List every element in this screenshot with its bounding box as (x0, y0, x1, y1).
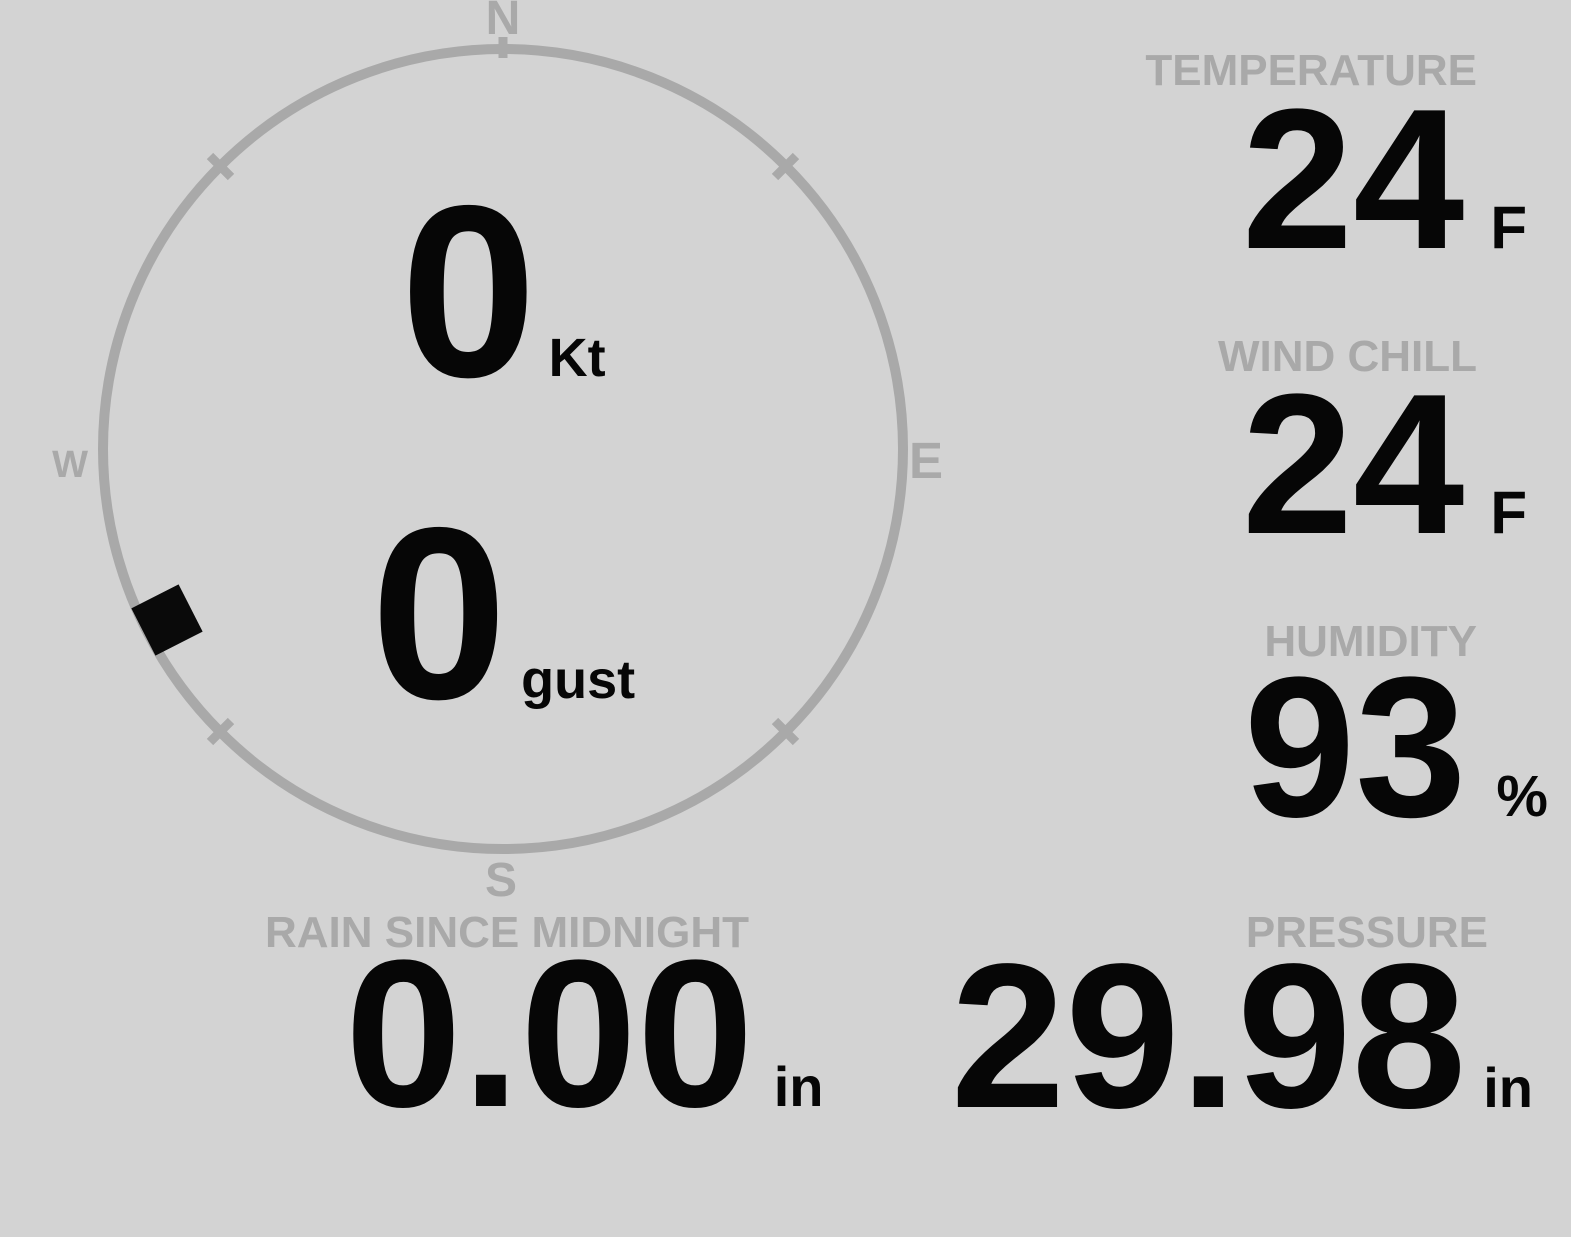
rain-since-midnight-label: RAIN SINCE MIDNIGHT (265, 908, 749, 957)
wind-gust-value: 0 (370, 476, 508, 750)
rain-since-midnight-reading: 0.00 in (345, 929, 824, 1139)
compass-label-north: N (485, 0, 521, 45)
wind-speed-unit: Kt (548, 328, 606, 388)
wind-speed-row: 0 Kt (400, 169, 605, 414)
temperature-unit: F (1490, 194, 1527, 261)
wind-speed-value: 0 (400, 154, 537, 428)
wind-chill-label: WIND CHILL (1217, 332, 1477, 381)
humidity-value: 93 (1243, 636, 1467, 859)
compass-tick-southeast (771, 717, 800, 746)
compass-label-east: E (908, 432, 944, 489)
wind-gust-unit: gust (521, 650, 636, 710)
humidity-label: HUMIDITY (1264, 617, 1477, 666)
temperature-reading: 24 F (1242, 80, 1527, 280)
wind-chill-value: 24 (1241, 353, 1465, 576)
compass-label-west: W (52, 444, 88, 486)
wind-gust-row: 0 gust (371, 491, 635, 736)
pressure-label: PRESSURE (1245, 908, 1488, 957)
rain-since-midnight-value: 0.00 (345, 916, 754, 1151)
wind-chill-unit: F (1490, 479, 1527, 546)
compass-label-south: S (484, 854, 518, 907)
pressure-unit: in (1483, 1056, 1533, 1119)
humidity-reading: 93% (1244, 648, 1548, 848)
temperature-value: 24 (1241, 68, 1465, 291)
compass-tick-southwest (206, 717, 235, 746)
compass-tick-northeast (771, 152, 800, 181)
rain-since-midnight-unit: in (773, 1055, 824, 1118)
humidity-unit: % (1496, 764, 1548, 829)
temperature-label: TEMPERATURE (1145, 46, 1477, 95)
compass-tick-northwest (206, 152, 235, 181)
pressure-reading: 29.98 in (951, 933, 1533, 1139)
wind-chill-reading: 24 F (1242, 365, 1527, 565)
pressure-value: 29.98 (950, 921, 1467, 1151)
